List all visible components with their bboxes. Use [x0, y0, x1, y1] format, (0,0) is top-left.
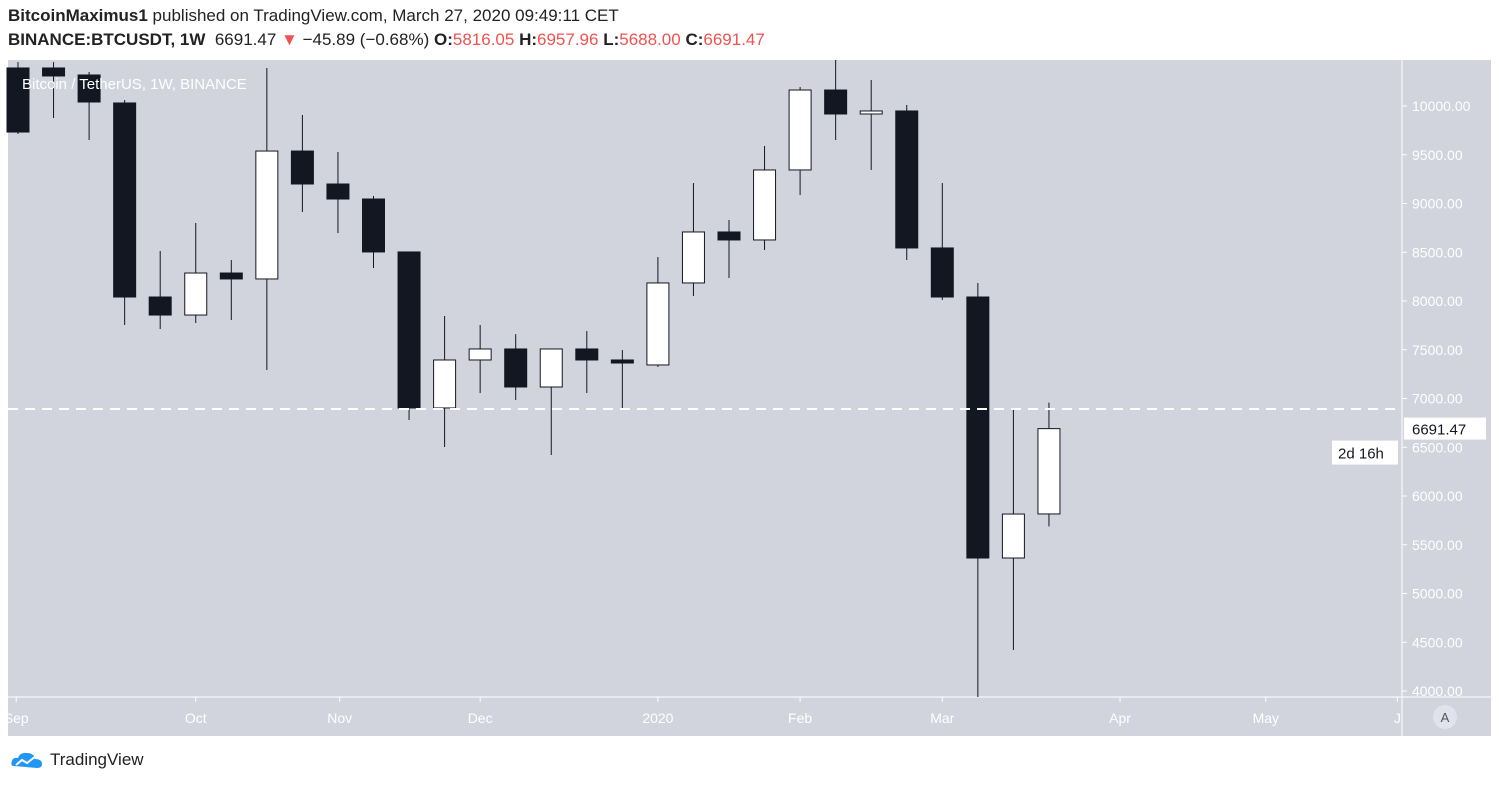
- y-tick-label: 4000.00: [1412, 683, 1463, 699]
- x-tick-label: May: [1253, 710, 1279, 726]
- y-tick-label: 6000.00: [1412, 488, 1463, 504]
- cloud-logo-icon: [11, 752, 43, 768]
- open-label: O:: [433, 30, 453, 49]
- candle-down: [930, 247, 954, 298]
- last-price-label: 6691.47: [1412, 422, 1466, 439]
- last-price-badge: [1404, 417, 1486, 440]
- x-tick-label: Apr: [1109, 710, 1131, 726]
- chart-title: Bitcoin / TetherUS, 1W, BINANCE: [22, 76, 247, 93]
- y-tick-label: 4500.00: [1412, 634, 1463, 650]
- x-tick-label: Nov: [327, 710, 352, 726]
- y-tick-label: 7500.00: [1412, 342, 1463, 358]
- candle-down: [113, 102, 137, 298]
- chart-background: [8, 60, 1491, 736]
- candle-down: [42, 67, 66, 77]
- candle-down: [219, 272, 243, 280]
- candle-down: [504, 348, 528, 388]
- y-tick-label: 7000.00: [1412, 391, 1463, 407]
- x-tick-label: Sep: [4, 710, 29, 726]
- y-tick-label: 8500.00: [1412, 244, 1463, 260]
- y-tick-label: 5000.00: [1412, 586, 1463, 602]
- countdown-badge: [1332, 440, 1398, 465]
- publish-info: BitcoinMaximus1 published on TradingView…: [8, 6, 619, 26]
- candle-down: [397, 251, 421, 409]
- y-tick-label: 5500.00: [1412, 537, 1463, 553]
- candle-down: [717, 231, 741, 241]
- candle-up: [1001, 513, 1025, 559]
- x-tick-label: 2020: [642, 710, 673, 726]
- candle-up: [1037, 428, 1061, 515]
- candle-up: [681, 231, 705, 284]
- candle-up: [433, 359, 457, 409]
- high-label: H:: [519, 30, 538, 49]
- brand-name: TradingView: [50, 750, 144, 769]
- candle-up: [468, 348, 492, 361]
- open-value: 5816.05: [452, 30, 515, 49]
- candle-up: [539, 348, 563, 388]
- candle-down: [290, 150, 314, 185]
- ohlc-legend: BINANCE:BTCUSDT, 1W 6691.47 ▼ −45.89 (−0…: [8, 30, 765, 50]
- last-price: 6691.47: [214, 30, 277, 49]
- low-value: 5688.00: [619, 30, 681, 49]
- y-tick-label: 6500.00: [1412, 439, 1463, 455]
- author: BitcoinMaximus1: [8, 6, 148, 25]
- candle-up: [646, 282, 670, 366]
- candle-up: [788, 89, 812, 171]
- down-arrow-icon: ▼: [281, 30, 298, 49]
- close-value: 6691.47: [703, 30, 765, 49]
- countdown-label: 2d 16h: [1338, 446, 1384, 463]
- candle-down: [966, 296, 990, 559]
- auto-scale-button[interactable]: A: [1433, 705, 1457, 729]
- tradingview-logo[interactable]: TradingView: [10, 750, 144, 770]
- change: −45.89 (−0.68%): [302, 30, 430, 49]
- candle-down: [326, 183, 350, 200]
- close-label: C:: [685, 30, 704, 49]
- x-tick-label: Oct: [185, 710, 207, 726]
- x-tick-label: Mar: [930, 710, 954, 726]
- candle-up: [184, 272, 208, 316]
- candle-up: [859, 110, 883, 115]
- high-value: 6957.96: [537, 30, 599, 49]
- candle-down: [362, 198, 385, 253]
- y-tick-label: 9000.00: [1412, 196, 1463, 212]
- candle-down: [824, 89, 848, 115]
- y-tick-label: 8000.00: [1412, 293, 1463, 309]
- x-tick-label: Feb: [788, 710, 812, 726]
- low-label: L:: [603, 30, 620, 49]
- y-tick-label: 9500.00: [1412, 147, 1463, 163]
- candle-down: [6, 67, 30, 133]
- x-tick-label: Dec: [468, 710, 493, 726]
- published-text: published on TradingView.com, March 27, …: [152, 6, 619, 25]
- candle-down: [77, 74, 101, 103]
- candle-down: [610, 359, 634, 364]
- symbol: BINANCE:BTCUSDT, 1W: [8, 30, 206, 49]
- x-tick-label: J: [1394, 710, 1401, 726]
- candle-down: [895, 110, 919, 249]
- y-tick-label: 10000.00: [1412, 98, 1471, 114]
- candle-down: [148, 296, 172, 316]
- candle-up: [255, 150, 279, 280]
- candle-down: [575, 348, 599, 361]
- candle-up: [753, 169, 777, 241]
